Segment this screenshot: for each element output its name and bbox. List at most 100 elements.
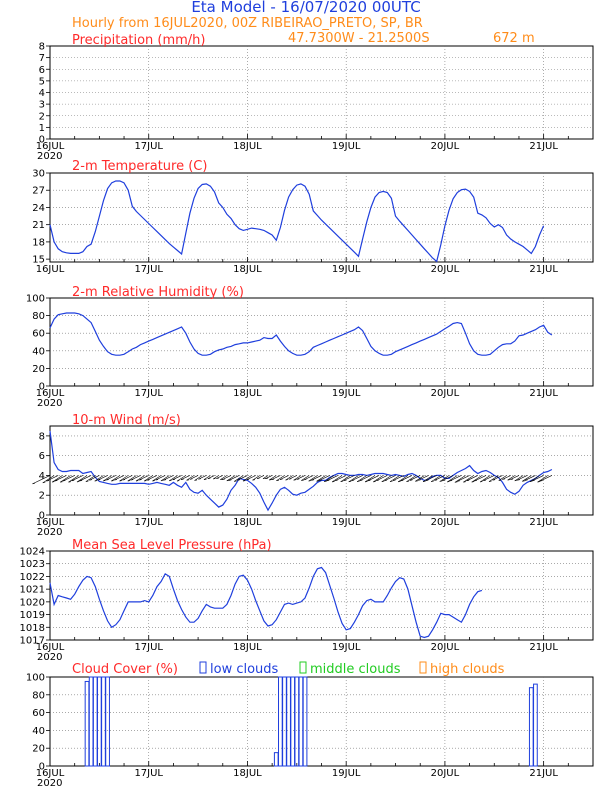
y-tick-label: 3 [39, 100, 45, 111]
wind-vector-head [111, 480, 114, 482]
wind-vector-head [340, 480, 344, 483]
wind-vector-head [332, 481, 335, 483]
wind-vector [343, 475, 355, 481]
wind-vector-head [359, 479, 363, 482]
x-tick-label: 20JUL [431, 388, 460, 399]
panel-frame [49, 297, 594, 387]
x-tick-label: 18JUL [233, 388, 262, 399]
x-tick-label: 17JUL [134, 768, 163, 779]
wind-vector [400, 475, 413, 482]
panel-frame [49, 550, 594, 641]
wind-vector-head [367, 480, 371, 482]
wind-vector [466, 475, 478, 482]
wind-vector [220, 475, 228, 480]
y-tick-label: 15 [32, 255, 45, 266]
y-tick-label: 8 [39, 431, 45, 442]
wind-vector [186, 475, 195, 481]
wind-vector [492, 475, 503, 481]
wind-vector [146, 475, 158, 481]
legend-low-clouds: low clouds [210, 662, 279, 677]
y-tick-label: 2 [39, 491, 45, 502]
x-tick-label: 19JUL [332, 141, 361, 152]
x-tick-label: 18JUL [233, 264, 262, 275]
y-tick-label: 30 [32, 169, 45, 180]
wind-vector-head [54, 480, 58, 482]
wind-vector [373, 475, 384, 483]
wind-vector [311, 475, 322, 481]
wind-vector [276, 475, 285, 481]
y-tick-label: 1020 [20, 597, 45, 608]
panel-cloud: 0 20 40 60 80 100 16JUL 17JUL 18JUL 19JUL 20JUL 21J… [26, 662, 594, 789]
wind-vector [367, 475, 380, 482]
wind-vector [194, 475, 203, 481]
wind-vector [326, 475, 339, 482]
wind-vector-head [94, 480, 98, 482]
wind-vector [226, 475, 236, 482]
x-tick-label: 20JUL [431, 517, 460, 528]
bar-low-clouds [273, 752, 279, 767]
y-tick-label: 6 [39, 451, 45, 462]
cloud-legend: low clouds middle clouds high clouds [199, 661, 505, 677]
wind-vector-head [89, 479, 92, 481]
wind-vector-head [502, 478, 505, 480]
panel-temp: 15 18 21 24 27 30 16JUL 17JUL 18JUL 19JUL 20JUL 21J… [32, 159, 594, 275]
wind-vector [418, 475, 429, 481]
x-tick-label: 17JUL [134, 264, 163, 275]
wind-vector-head [510, 478, 513, 480]
wind-vector [308, 475, 318, 482]
y-tick-label: 100 [26, 673, 45, 684]
wind-vector-head [119, 480, 123, 482]
wind-vector [507, 475, 516, 481]
y-tick-label: 27 [32, 186, 45, 197]
chart-subtitle: Hourly from 16JUL2020, 00Z RIBEIRAO_PRET… [72, 16, 423, 31]
wind-vector-head [288, 478, 292, 480]
y-tick-label: 0 [39, 135, 45, 146]
wind-vector [180, 475, 190, 480]
wind-vector-head [449, 480, 453, 482]
wind-vector [376, 475, 388, 482]
wind-vector-head [152, 480, 156, 482]
wind-vector-head [269, 479, 272, 481]
x-tick-label: 21JUL [529, 388, 558, 399]
wind-vector-head [540, 480, 543, 482]
legend-low-clouds-swatch [199, 661, 207, 674]
wind-vector [514, 475, 524, 482]
wind-vector-head [213, 478, 216, 480]
wind-vector-head [463, 481, 466, 483]
wind-vector [447, 475, 458, 483]
chart-title: Eta Model - 16/07/2020 00UTC [191, 0, 420, 16]
wind-vector-head [474, 480, 477, 482]
wind-vector-head [139, 479, 142, 481]
wind-vector-head [439, 480, 443, 482]
wind-vector-head [194, 479, 198, 481]
wind-vector [510, 475, 520, 480]
wind-vector [409, 475, 421, 481]
x-tick-label: 17JUL [134, 517, 163, 528]
x-tick-label: 17JUL [134, 388, 163, 399]
y-tick-label: 40 [32, 726, 45, 737]
wind-vector [51, 475, 63, 483]
y-tick-label: 1018 [20, 623, 45, 634]
y-tick-label: 4 [39, 88, 45, 99]
wind-vector-head [155, 479, 159, 481]
wind-vector-head [256, 477, 260, 480]
wind-vector [62, 475, 75, 482]
wind-vector [222, 475, 232, 480]
y-tick-label: 0 [39, 511, 45, 522]
wind-vector [54, 475, 67, 482]
panel-frame [49, 425, 594, 516]
wind-vector-head [130, 479, 134, 481]
wind-vector-head [276, 479, 279, 482]
x-year-label: 2020 [37, 398, 62, 409]
wind-vector [46, 475, 59, 482]
wind-vector [498, 475, 507, 481]
wind-vector [430, 475, 441, 482]
wind-vector [203, 475, 211, 480]
wind-vector-head [454, 481, 458, 483]
wind-vector-head [457, 480, 460, 482]
wind-vector [457, 475, 470, 482]
panel-frame [49, 676, 594, 767]
x-tick-label: 18JUL [233, 517, 262, 528]
bar-low-clouds [286, 676, 291, 767]
